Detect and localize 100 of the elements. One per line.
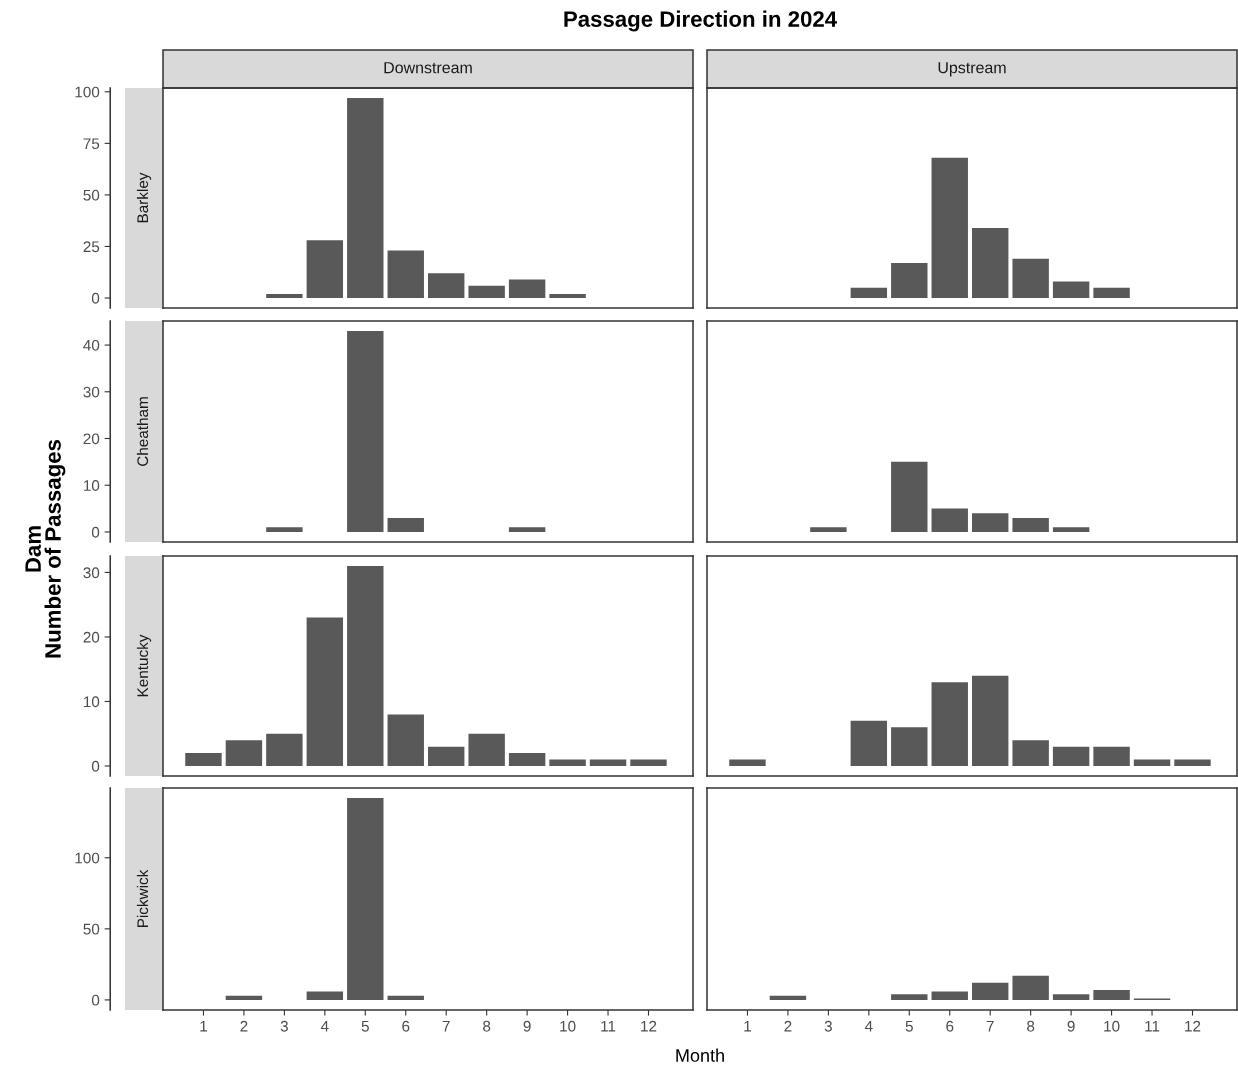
bar (972, 982, 1009, 1000)
chart-subtitle: Downstream (384, 62, 472, 74)
bar (508, 279, 546, 298)
x-tick-label: 5 (905, 1020, 913, 1032)
text: Cheatham (136, 397, 149, 466)
y-tick-label: 50 (83, 189, 100, 201)
bar (1052, 281, 1090, 298)
bar (1012, 517, 1049, 532)
bar (428, 273, 465, 298)
x-tick-label: 6 (946, 1020, 954, 1032)
bar (266, 527, 303, 532)
y-tick-label: 0 (91, 760, 100, 772)
bar (347, 798, 384, 1000)
x-tick-label: 8 (1027, 1020, 1035, 1032)
bar (1052, 994, 1090, 1000)
y-tick-label: 10 (83, 480, 100, 491)
x-tick-label: 7 (442, 1020, 450, 1032)
y-tick-label: 30 (83, 386, 100, 398)
bar (1093, 287, 1130, 298)
bar (931, 991, 968, 1000)
bar (225, 740, 263, 766)
bar (931, 157, 968, 298)
y-tick-label: 0 (91, 292, 100, 304)
x-tick-label: 1 (200, 1020, 207, 1032)
y-tick-label: 0 (91, 526, 100, 538)
bar (850, 287, 888, 298)
x-tick-label: 3 (280, 1020, 288, 1032)
x-tick-label: 5 (361, 1020, 369, 1032)
bar (972, 675, 1009, 766)
bar (225, 995, 263, 1000)
bar (891, 994, 928, 1000)
y-tick-label: 100 (75, 86, 100, 98)
bar (931, 508, 968, 532)
bar (931, 682, 968, 766)
x-tick-label: 8 (483, 1020, 491, 1032)
bar (729, 759, 766, 766)
bar (549, 759, 586, 766)
x-axis-title: Month (676, 1048, 724, 1062)
bar (850, 720, 888, 766)
bar (306, 617, 344, 766)
bar (769, 995, 807, 1000)
bar (1012, 975, 1049, 1000)
bar (387, 995, 424, 1000)
x-tick-label: 9 (1067, 1020, 1075, 1032)
x-tick-label: 7 (986, 1020, 994, 1032)
bar (508, 753, 546, 766)
bar (891, 262, 928, 298)
bar (1012, 740, 1049, 766)
x-tick-label: 12 (641, 1020, 657, 1032)
chart-title: Passage Direction in 2024 (564, 10, 837, 32)
bar (347, 566, 384, 766)
bar (306, 240, 344, 298)
x-tick-label: 9 (523, 1020, 531, 1032)
bar (891, 461, 928, 532)
bar (549, 293, 586, 298)
bar (891, 727, 928, 766)
x-tick-label: 6 (402, 1020, 410, 1032)
y-tick-label: 25 (83, 241, 100, 253)
bar (468, 733, 505, 766)
x-tick-label: 10 (1104, 1020, 1120, 1032)
bar (468, 285, 505, 298)
text: Pickwick (136, 869, 149, 928)
y-tick-label: 100 (75, 852, 100, 864)
bar (630, 759, 667, 766)
x-tick-label: 12 (1185, 1020, 1201, 1032)
bar (1093, 989, 1130, 1000)
x-tick-label: 11 (601, 1020, 616, 1032)
x-tick-label: 10 (560, 1020, 576, 1032)
bar (306, 991, 344, 1000)
bar (589, 759, 627, 766)
bar (428, 746, 465, 766)
x-tick-label: 2 (784, 1020, 792, 1032)
y-tick-label: 0 (91, 994, 100, 1006)
y-tick-label: 20 (83, 631, 100, 643)
bar (1052, 527, 1090, 532)
x-tick-label: 1 (744, 1020, 751, 1032)
bar (347, 331, 384, 532)
bar (1093, 746, 1130, 766)
text: Kentucky (136, 634, 152, 697)
bar (266, 733, 303, 766)
bar (347, 98, 384, 298)
x-tick-label: 11 (1145, 1020, 1160, 1032)
bar (1052, 746, 1090, 766)
y-tick-label: 75 (83, 138, 100, 150)
bar (185, 753, 222, 766)
text: Barkley (136, 172, 152, 223)
y-axis-title: Dam Number of Passages (25, 439, 66, 658)
y-tick-label: 10 (83, 696, 100, 708)
y-tick-label: 40 (83, 339, 100, 351)
x-tick-label: 4 (864, 1020, 873, 1032)
bar (1174, 759, 1211, 766)
bar (972, 513, 1009, 532)
bar (1012, 258, 1049, 298)
y-tick-label: 30 (83, 567, 100, 579)
chart-subtitle: Upstream (938, 62, 1006, 77)
bar (508, 527, 546, 532)
bar (387, 714, 424, 766)
bar (387, 250, 424, 298)
x-tick-label: 2 (240, 1020, 248, 1032)
bar (1133, 759, 1171, 766)
